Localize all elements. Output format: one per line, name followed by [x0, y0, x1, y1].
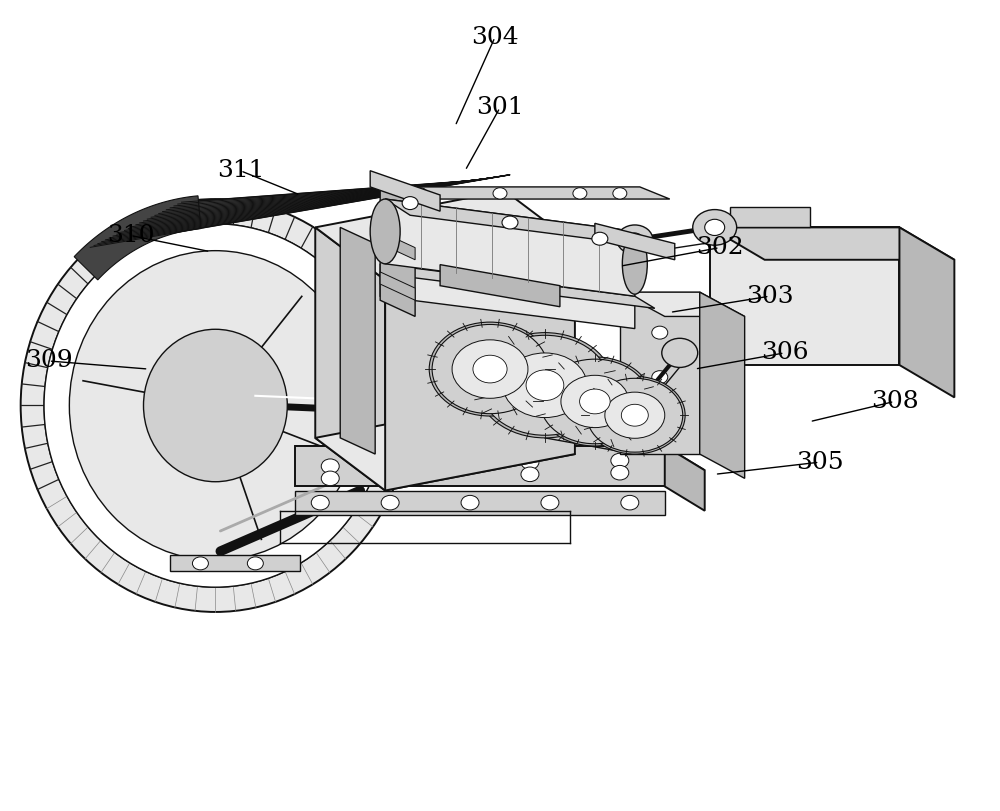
Polygon shape	[899, 227, 954, 397]
Ellipse shape	[69, 251, 361, 560]
Polygon shape	[295, 446, 705, 470]
Circle shape	[652, 326, 668, 339]
Circle shape	[321, 471, 339, 486]
Circle shape	[413, 187, 427, 199]
Ellipse shape	[21, 199, 410, 612]
Text: 309: 309	[25, 350, 72, 372]
Polygon shape	[710, 227, 954, 260]
Ellipse shape	[143, 329, 287, 482]
Polygon shape	[170, 556, 300, 572]
Polygon shape	[620, 292, 700, 454]
Ellipse shape	[605, 393, 665, 438]
Polygon shape	[380, 272, 415, 300]
Polygon shape	[710, 227, 899, 365]
Circle shape	[461, 496, 479, 510]
Polygon shape	[380, 231, 415, 260]
Ellipse shape	[44, 224, 387, 587]
Text: 302: 302	[696, 236, 744, 260]
Ellipse shape	[432, 324, 548, 414]
Ellipse shape	[429, 322, 551, 416]
Circle shape	[521, 455, 539, 470]
Polygon shape	[295, 446, 665, 487]
Circle shape	[580, 389, 610, 414]
Polygon shape	[315, 401, 575, 491]
Circle shape	[402, 196, 418, 209]
Circle shape	[321, 459, 339, 474]
Polygon shape	[700, 292, 745, 478]
Ellipse shape	[477, 333, 613, 438]
Circle shape	[473, 355, 507, 383]
Ellipse shape	[503, 353, 587, 418]
Circle shape	[381, 496, 399, 510]
Polygon shape	[440, 264, 560, 307]
Polygon shape	[90, 174, 510, 247]
Circle shape	[652, 415, 668, 428]
Polygon shape	[595, 223, 675, 260]
Circle shape	[652, 371, 668, 384]
Text: 311: 311	[217, 159, 264, 182]
Circle shape	[521, 467, 539, 482]
Polygon shape	[370, 170, 440, 211]
Circle shape	[662, 338, 698, 367]
Ellipse shape	[480, 335, 610, 436]
Ellipse shape	[587, 378, 683, 453]
Polygon shape	[385, 243, 575, 491]
Text: 301: 301	[476, 96, 524, 119]
Circle shape	[613, 187, 627, 199]
Circle shape	[611, 466, 629, 480]
Circle shape	[627, 233, 643, 246]
Ellipse shape	[584, 376, 685, 454]
Circle shape	[592, 232, 608, 245]
Polygon shape	[380, 178, 415, 316]
Circle shape	[611, 453, 629, 468]
Circle shape	[311, 496, 329, 510]
Polygon shape	[315, 227, 385, 491]
Polygon shape	[665, 446, 705, 511]
Text: 310: 310	[107, 224, 154, 247]
Text: 304: 304	[471, 26, 519, 49]
Circle shape	[247, 557, 263, 570]
Circle shape	[411, 469, 429, 483]
Polygon shape	[340, 227, 375, 454]
Circle shape	[573, 187, 587, 199]
Polygon shape	[295, 491, 665, 515]
Polygon shape	[620, 292, 745, 316]
Circle shape	[493, 187, 507, 199]
Polygon shape	[74, 195, 201, 280]
Text: 305: 305	[796, 451, 843, 474]
Circle shape	[541, 496, 559, 510]
Ellipse shape	[622, 234, 647, 294]
Circle shape	[526, 370, 564, 401]
Ellipse shape	[452, 340, 528, 398]
Circle shape	[693, 209, 737, 245]
Text: 308: 308	[871, 390, 918, 413]
Text: 306: 306	[761, 341, 808, 364]
Circle shape	[192, 557, 208, 570]
Circle shape	[617, 225, 653, 254]
Polygon shape	[380, 264, 635, 328]
Circle shape	[621, 496, 639, 510]
Ellipse shape	[44, 224, 387, 587]
Circle shape	[502, 216, 518, 229]
Polygon shape	[385, 187, 670, 199]
Text: 303: 303	[746, 285, 793, 307]
Circle shape	[411, 457, 429, 471]
Ellipse shape	[561, 375, 629, 427]
Polygon shape	[315, 191, 575, 280]
Polygon shape	[730, 207, 810, 227]
Polygon shape	[385, 199, 635, 296]
Polygon shape	[385, 199, 660, 247]
Ellipse shape	[370, 199, 400, 264]
Polygon shape	[380, 264, 655, 308]
Circle shape	[621, 405, 648, 426]
Circle shape	[705, 219, 725, 235]
Ellipse shape	[540, 359, 650, 444]
Ellipse shape	[537, 357, 653, 446]
